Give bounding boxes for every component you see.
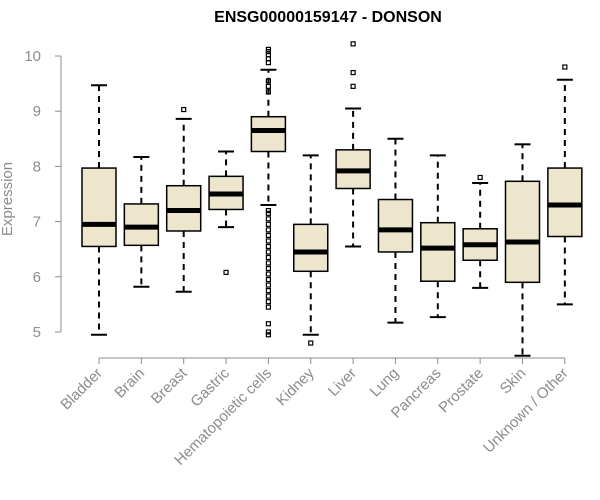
- iqr-box: [250, 115, 287, 153]
- iqr-box: [81, 167, 117, 248]
- x-tick-label: Prostate: [435, 365, 487, 417]
- x-tick-label: Liver: [325, 365, 360, 400]
- box-liver: [335, 41, 371, 248]
- chart-title: ENSG00000159147 - DONSON: [214, 9, 442, 26]
- outlier-point: [265, 238, 271, 244]
- outlier-point: [265, 299, 271, 305]
- outlier-point: [265, 282, 271, 288]
- outlier-point: [265, 288, 271, 294]
- x-tick-label: Skin: [497, 365, 530, 398]
- outlier-point: [265, 321, 271, 327]
- box-gastric: [208, 150, 244, 275]
- box-unknown-other: [547, 64, 583, 306]
- outlier-point: [265, 227, 271, 233]
- y-tick-label: 5: [33, 324, 41, 341]
- iqr-box: [420, 221, 456, 282]
- outlier-point: [350, 41, 356, 47]
- outlier-point: [265, 221, 271, 227]
- y-tick-label: 10: [24, 48, 41, 65]
- x-tick-label: Kidney: [273, 364, 318, 409]
- y-tick-label: 6: [33, 269, 41, 286]
- outlier-point: [265, 332, 271, 338]
- y-axis-label: Expression: [0, 162, 16, 236]
- outlier-point: [265, 249, 271, 255]
- outlier-point: [265, 52, 271, 58]
- outlier-point: [265, 276, 271, 283]
- box-prostate: [462, 174, 498, 289]
- outlier-point: [265, 46, 271, 52]
- outlier-point: [265, 243, 271, 250]
- box-breast: [165, 106, 202, 293]
- iqr-box: [547, 167, 583, 238]
- y-tick-label: 9: [33, 103, 41, 120]
- y-tick-label: 8: [33, 158, 41, 175]
- x-tick-label: Breast: [148, 364, 191, 407]
- box-hematopoietic-cells: [250, 46, 287, 338]
- outlier-point: [265, 329, 271, 335]
- outlier-point: [265, 216, 271, 222]
- iqr-box: [377, 198, 414, 253]
- outlier-point: [265, 232, 271, 238]
- outlier-point: [265, 271, 271, 277]
- box-series: [81, 41, 583, 357]
- outlier-point: [181, 106, 187, 113]
- outlier-point: [265, 265, 271, 272]
- outlier-point: [265, 293, 271, 299]
- box-brain: [123, 156, 160, 288]
- outlier-point: [265, 260, 271, 266]
- box-skin: [504, 143, 541, 357]
- outlier-point: [308, 340, 314, 346]
- outlier-point: [562, 64, 568, 70]
- outlier-point: [265, 210, 271, 216]
- y-tick-label: 7: [33, 214, 41, 231]
- outlier-point: [350, 83, 356, 89]
- outlier-point: [265, 207, 271, 214]
- iqr-box: [504, 180, 541, 284]
- outlier-point: [265, 83, 271, 89]
- y-axis: 5 6 7 8 9 10: [24, 48, 62, 341]
- x-tick-label: Bladder: [57, 365, 106, 414]
- x-tick-label: Brain: [111, 365, 148, 402]
- outlier-point: [223, 269, 229, 275]
- outlier-point: [350, 69, 356, 76]
- box-pancreas: [420, 154, 456, 319]
- outlier-point: [265, 304, 271, 310]
- iqr-box: [293, 223, 329, 273]
- box-lung: [377, 137, 414, 324]
- x-tick-label: Lung: [367, 365, 403, 401]
- outlier-point: [265, 89, 271, 95]
- outlier-point: [265, 78, 271, 84]
- outlier-point: [265, 254, 271, 261]
- outlier-point: [477, 174, 483, 181]
- box-kidney: [293, 154, 329, 346]
- box-bladder: [81, 84, 117, 336]
